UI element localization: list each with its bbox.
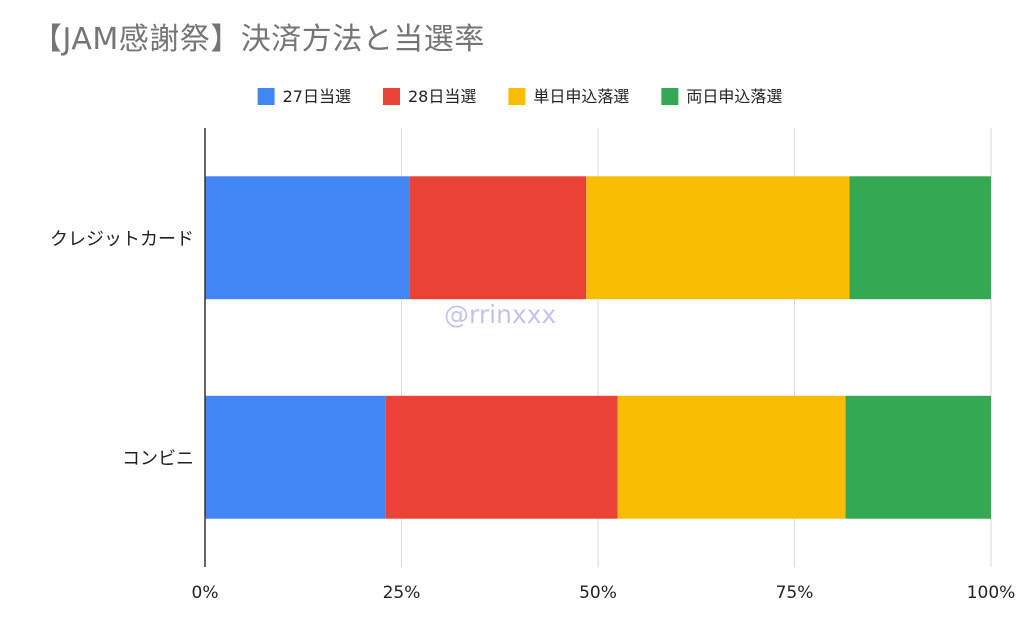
legend: 27日当選 28日当選 単日申込落選 両日申込落選 (257, 87, 782, 106)
bar-segment (586, 176, 850, 300)
bar-segment (385, 395, 618, 519)
bar-segment (617, 395, 846, 519)
bar-segment (849, 176, 991, 300)
legend-label: 両日申込落選 (686, 87, 782, 106)
legend-swatch (508, 88, 526, 105)
x-tick-label: 75% (776, 583, 814, 603)
x-tick-labels: 0% 25% 50% 75% 100% (192, 583, 1016, 603)
chart-title: 【JAM感謝祭】決済方法と当選率 (32, 22, 485, 57)
bars (205, 176, 991, 519)
x-tick-label: 25% (383, 583, 421, 603)
bar-segment (409, 176, 587, 300)
legend-label: 28日当選 (408, 87, 476, 106)
bar-segment (205, 176, 410, 300)
category-label: コンビニ (122, 448, 194, 469)
legend-item: 両日申込落選 (661, 87, 782, 106)
legend-swatch (382, 88, 400, 105)
legend-item: 単日申込落選 (508, 87, 629, 106)
x-tick-label: 0% (192, 583, 219, 603)
x-tick-label: 100% (967, 583, 1016, 603)
category-label: クレジットカード (50, 229, 194, 250)
legend-label: 27日当選 (283, 87, 351, 106)
x-tick-label: 50% (579, 583, 617, 603)
watermark: @rrinxxx (444, 300, 557, 329)
legend-label: 単日申込落選 (533, 87, 629, 106)
legend-item: 27日当選 (257, 87, 351, 106)
bar-segment (205, 395, 386, 519)
legend-item: 28日当選 (382, 87, 476, 106)
legend-swatch (257, 88, 275, 105)
bar-segment (845, 395, 991, 519)
legend-swatch (661, 88, 679, 105)
